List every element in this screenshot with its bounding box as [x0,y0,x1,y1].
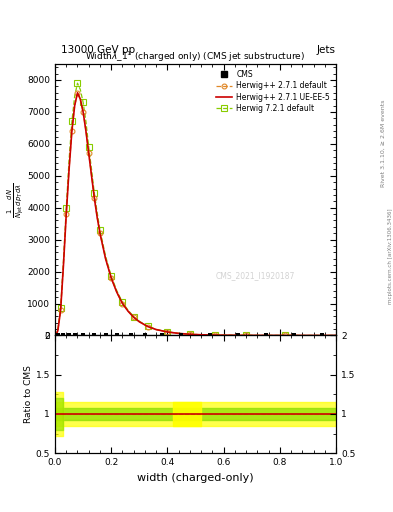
Point [114,331,120,339]
Point [206,331,213,339]
Y-axis label: $\frac{1}{N_\mathrm{jet}}\frac{dN}{dp_T\,d\lambda}$: $\frac{1}{N_\mathrm{jet}}\frac{dN}{dp_T\… [5,182,26,218]
Point [66,331,72,339]
Point [60,331,66,339]
Text: Jets: Jets [317,45,336,55]
Point [235,331,241,339]
Point [263,331,269,339]
Point [72,331,78,339]
Point [103,331,109,339]
Point [319,331,325,339]
Y-axis label: Ratio to CMS: Ratio to CMS [24,366,33,423]
Point [291,331,297,339]
Point [91,331,97,339]
X-axis label: width (charged-only): width (charged-only) [137,473,254,482]
Point [80,331,86,339]
Point [55,331,61,339]
Text: Rivet 3.1.10, ≥ 2.6M events: Rivet 3.1.10, ≥ 2.6M events [381,100,386,187]
Text: 13000 GeV pp: 13000 GeV pp [61,45,135,55]
Point [159,331,165,339]
Legend: CMS, Herwig++ 2.7.1 default, Herwig++ 2.7.1 UE-EE-5, Herwig 7.2.1 default: CMS, Herwig++ 2.7.1 default, Herwig++ 2.… [213,68,332,115]
Text: mcplots.cern.ch [arXiv:1306.3436]: mcplots.cern.ch [arXiv:1306.3436] [388,208,393,304]
Text: CMS_2021_I1920187: CMS_2021_I1920187 [215,271,295,280]
Point [142,331,148,339]
Point [128,331,134,339]
Point [178,331,185,339]
Title: Width$\lambda$_1$^1$ (charged only) (CMS jet substructure): Width$\lambda$_1$^1$ (charged only) (CMS… [85,50,306,64]
